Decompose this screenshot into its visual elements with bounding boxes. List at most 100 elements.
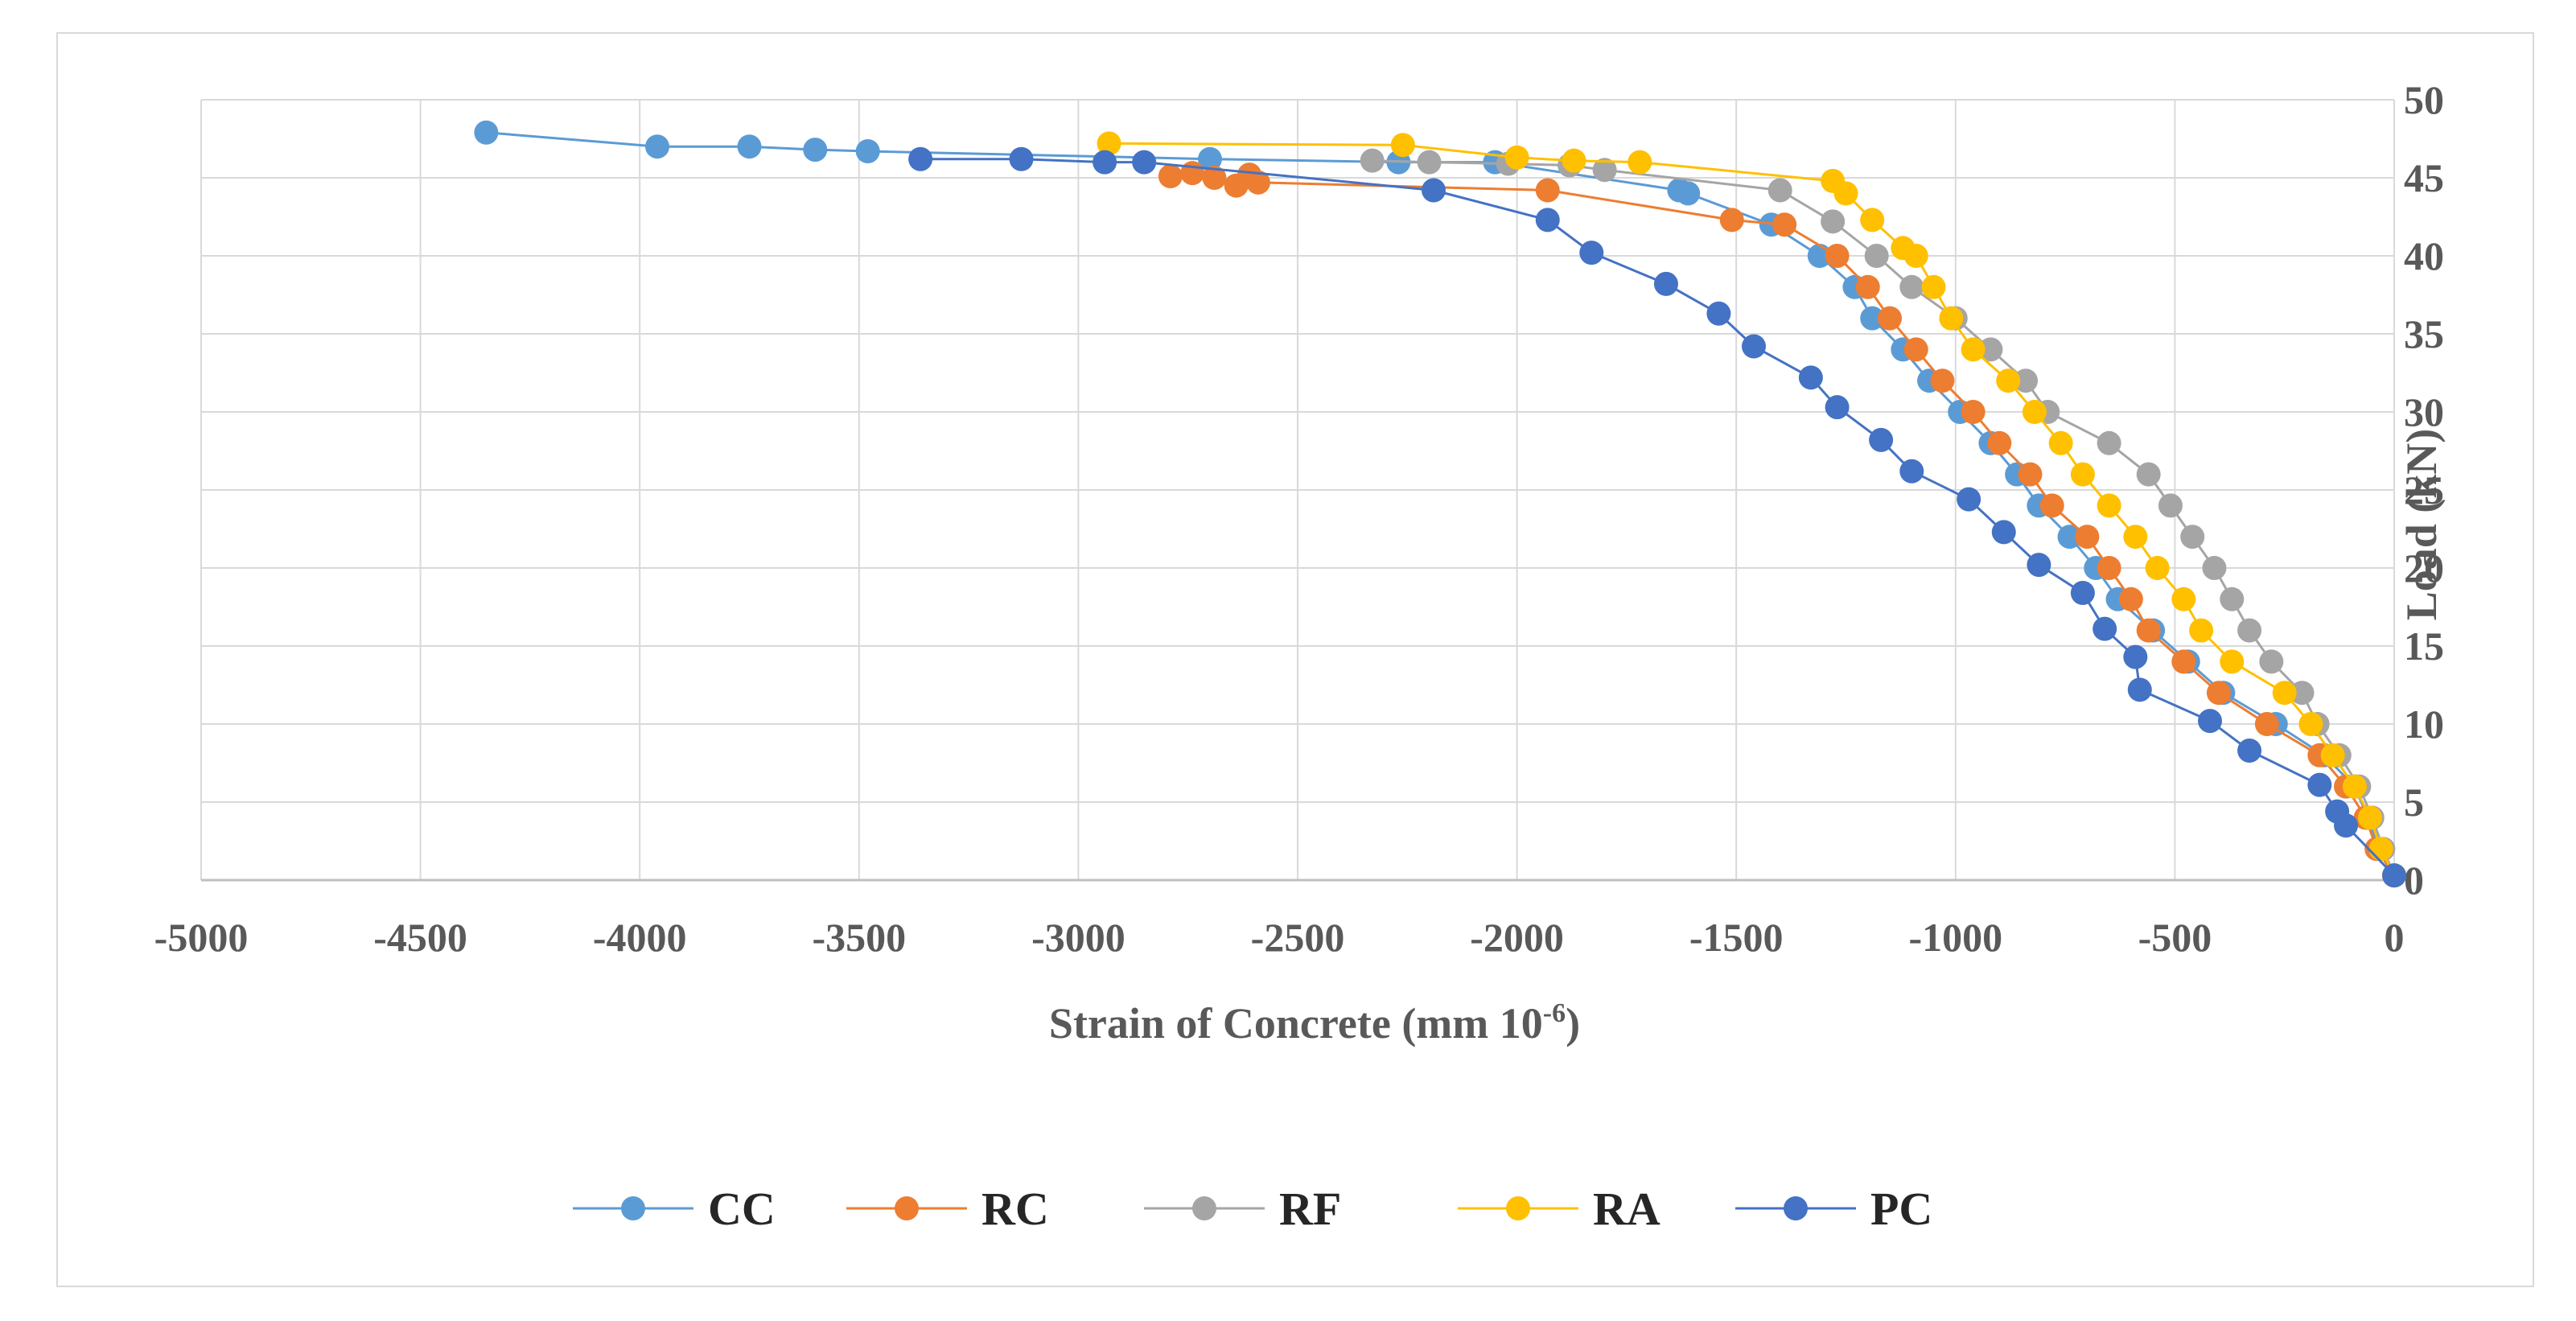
data-point-ra <box>2145 556 2170 580</box>
legend-marker-rf <box>1192 1196 1216 1220</box>
data-point-rc <box>2136 618 2161 643</box>
legend-label-ra: RA <box>1593 1183 1660 1235</box>
data-point-ra <box>2342 774 2367 799</box>
data-point-ra <box>2272 681 2297 706</box>
legend-marker-pc <box>1784 1196 1808 1220</box>
data-point-rf <box>2180 525 2205 549</box>
legend-item-rc: RC <box>846 1183 1049 1235</box>
data-point-cc <box>1667 178 1692 203</box>
x-tick-labels: -5000 -4500 -4000 -3500 -3000 -2500 -2000 -1500… <box>154 915 2405 960</box>
data-point-cc <box>2057 525 2082 549</box>
y-tick-label: 15 <box>2404 623 2444 669</box>
data-point-ra <box>2298 712 2323 736</box>
data-point-pc <box>2325 799 2350 824</box>
data-point-cc <box>855 139 880 164</box>
data-point-rc <box>1158 164 1183 189</box>
gridlines <box>200 99 2395 881</box>
data-point-ra <box>2320 743 2345 767</box>
data-point-ra <box>2022 400 2047 424</box>
data-point-ra <box>2220 649 2245 674</box>
data-point-rf <box>2158 493 2183 518</box>
legend-label-pc: PC <box>1870 1183 1932 1235</box>
y-tick-label: 30 <box>2404 389 2444 434</box>
x-tick-label: -1500 <box>1689 915 1784 960</box>
data-point-pc <box>1798 365 1823 390</box>
legend-label-rc: RC <box>981 1183 1049 1235</box>
data-point-pc <box>908 146 933 171</box>
data-point-cc <box>474 120 499 145</box>
y-tick-label: 35 <box>2404 311 2444 356</box>
data-point-rf <box>1821 209 1846 234</box>
data-point-ra <box>2097 493 2121 518</box>
y-tick-label: 45 <box>2404 155 2444 200</box>
data-point-pc <box>1422 178 1446 203</box>
data-point-pc <box>1093 150 1117 175</box>
x-tick-label: -2500 <box>1251 915 1345 960</box>
data-point-rf <box>1360 148 1385 173</box>
data-point-pc <box>2070 581 2095 606</box>
data-point-ra <box>1921 274 1946 299</box>
data-point-rc <box>2039 493 2064 518</box>
y-tick-label: 40 <box>2404 233 2444 278</box>
x-tick-label: -3500 <box>812 915 906 960</box>
data-point-cc <box>737 134 762 159</box>
data-point-pc <box>2237 738 2262 763</box>
legend-marker-rc <box>895 1196 919 1220</box>
x-tick-label: -5000 <box>154 915 249 960</box>
series-layer <box>474 120 2406 888</box>
data-point-rf <box>1899 274 1924 299</box>
data-point-rc <box>1202 166 1227 190</box>
data-point-cc <box>645 134 670 159</box>
data-point-rc <box>2171 649 2196 674</box>
data-point-rc <box>1878 306 1903 331</box>
data-point-rc <box>1825 244 1850 268</box>
data-point-ra <box>2368 837 2393 862</box>
data-point-pc <box>2027 553 2051 578</box>
y-tick-labels: 0 5 10 15 20 25 30 35 40 45 50 <box>2404 77 2444 903</box>
data-point-pc <box>1009 146 1034 171</box>
data-point-ra <box>1504 145 1529 170</box>
y-tick-label: 25 <box>2404 467 2444 512</box>
y-tick-label: 50 <box>2404 77 2444 122</box>
data-point-rc <box>1903 337 1928 362</box>
legend-label-cc: CC <box>708 1183 776 1235</box>
data-point-rf <box>1864 244 1889 268</box>
data-point-pc <box>1653 271 1678 296</box>
data-point-rf <box>2237 618 2262 643</box>
y-tick-label: 20 <box>2404 545 2444 591</box>
data-point-pc <box>1579 241 1604 265</box>
data-point-ra <box>2070 462 2095 487</box>
data-point-ra <box>2358 805 2383 830</box>
data-point-rc <box>2206 681 2231 706</box>
data-point-cc <box>1860 306 1885 331</box>
data-point-ra <box>1939 306 1964 331</box>
x-tick-label: -4500 <box>373 915 467 960</box>
data-point-rf <box>1767 178 1792 203</box>
data-point-cc <box>1197 146 1222 171</box>
data-point-pc <box>2307 772 2332 797</box>
data-point-pc <box>1957 487 1981 512</box>
data-point-rc <box>2118 586 2143 611</box>
legend-item-ra: RA <box>1458 1183 1660 1235</box>
data-point-ra <box>1097 131 1121 156</box>
data-point-cc <box>803 138 828 163</box>
data-point-pc <box>2123 644 2148 669</box>
x-tick-label: -2000 <box>1470 915 1564 960</box>
data-point-ra <box>1961 337 1985 362</box>
x-tick-label: 0 <box>2385 915 2405 960</box>
y-axis-title: Load (kN) <box>2397 429 2446 621</box>
data-point-ra <box>2171 586 2196 611</box>
x-tick-label: -1000 <box>1908 915 2002 960</box>
data-point-rc <box>1772 212 1797 237</box>
series-ra <box>1097 131 2406 888</box>
data-point-rc <box>1535 178 1560 203</box>
legend-item-pc: PC <box>1735 1183 1932 1235</box>
y-tick-label: 10 <box>2404 702 2444 747</box>
x-tick-label: -4000 <box>593 915 687 960</box>
data-point-pc <box>2382 863 2406 888</box>
data-point-rc <box>1930 368 1955 393</box>
data-point-ra <box>1891 236 1916 261</box>
y-tick-label: 0 <box>2404 858 2424 903</box>
data-point-rc <box>1987 430 2012 455</box>
data-point-rc <box>2075 525 2100 549</box>
